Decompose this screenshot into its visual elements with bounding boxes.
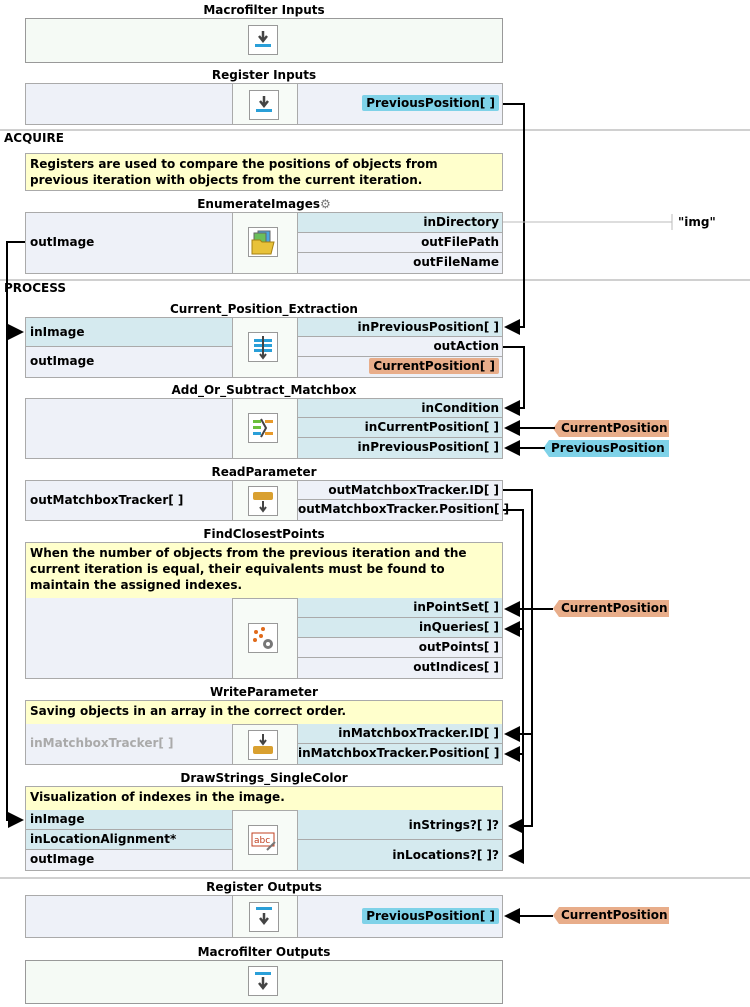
image-folder-icon	[248, 227, 278, 257]
wire-out-image	[6, 241, 25, 340]
port-inMatchboxTracker-ID[interactable]: inMatchboxTracker.ID[ ]	[297, 724, 503, 744]
port-outMatchboxTracker-ID[interactable]: outMatchboxTracker.ID[ ]	[297, 480, 503, 500]
download-arrow-icon	[248, 25, 278, 55]
comment-registers: Registers are used to compare the positi…	[25, 153, 503, 191]
read-parameter-title: ReadParameter	[211, 465, 317, 479]
port-inCurrentPosition[interactable]: inCurrentPosition[ ]	[297, 418, 503, 438]
port-inCondition[interactable]: inCondition	[297, 398, 503, 418]
port-inMatchboxTracker[interactable]: inMatchboxTracker[ ]	[25, 724, 233, 765]
previous-position-register[interactable]: PreviousPosition[ ]	[362, 908, 499, 924]
write-parameter-title: WriteParameter	[210, 685, 318, 699]
port-inMatchboxTracker-Position[interactable]: inMatchboxTracker.Position[ ]	[297, 744, 503, 765]
draw-strings-title: DrawStrings_SingleColor	[180, 771, 348, 785]
comment-write-parameter: Saving objects in an array in the correc…	[25, 700, 503, 725]
port-outImage[interactable]: outImage	[25, 347, 233, 378]
port-outImage[interactable]: outImage	[25, 212, 233, 274]
register-inputs-port-cell[interactable]: PreviousPosition[ ]	[297, 83, 503, 125]
write-parameter-icon	[248, 730, 278, 760]
macrofilter-step-icon	[248, 332, 278, 362]
register-inputs-title: Register Inputs	[211, 68, 317, 82]
port-outPoints[interactable]: outPoints[ ]	[297, 638, 503, 658]
section-process: PROCESS	[4, 281, 66, 295]
port-outFilePath[interactable]: outFilePath	[297, 233, 503, 253]
port-outIndices[interactable]: outIndices[ ]	[297, 658, 503, 679]
previous-position-register[interactable]: PreviousPosition[ ]	[362, 95, 499, 111]
wire-out-image-2	[6, 332, 24, 828]
read-parameter-icon	[248, 486, 278, 516]
macrofilter-inputs-title: Macrofilter Inputs	[203, 3, 325, 17]
wire-id	[503, 489, 533, 834]
output-arrow-icon	[248, 966, 278, 996]
points-gear-icon	[248, 623, 278, 653]
previous-position-source[interactable]: PreviousPosition	[543, 440, 669, 457]
register-outputs-title: Register Outputs	[206, 880, 322, 894]
current-position-source[interactable]: CurrentPosition	[553, 420, 669, 437]
add-or-subtract-title: Add_Or_Subtract_Matchbox	[171, 383, 357, 397]
left-cell	[25, 895, 233, 938]
port-CurrentPosition[interactable]: CurrentPosition[ ]	[297, 357, 503, 378]
port-inLocationAlignment[interactable]: inLocationAlignment*	[25, 830, 233, 850]
port-inPointSet[interactable]: inPointSet[ ]	[297, 598, 503, 618]
macrofilter-outputs-title: Macrofilter Outputs	[197, 945, 331, 959]
register-output-icon	[249, 902, 279, 932]
left-cell	[25, 598, 233, 679]
wire-previous-position	[503, 103, 525, 335]
enumerate-images-name: EnumerateImages	[197, 197, 320, 211]
port-outImage[interactable]: outImage	[25, 850, 233, 871]
section-divider	[0, 129, 750, 131]
section-divider	[0, 279, 750, 281]
port-inStrings[interactable]: inStrings?[ ]?	[297, 810, 503, 840]
current-position-source[interactable]: CurrentPosition	[553, 907, 669, 924]
port-inPreviousPosition[interactable]: inPreviousPosition[ ]	[297, 317, 503, 337]
port-inImage[interactable]: inImage	[25, 810, 233, 830]
svg-text:abc: abc	[254, 836, 270, 846]
inDirectory-value[interactable]: "img"	[678, 215, 716, 229]
find-closest-points-title: FindClosestPoints	[203, 527, 325, 541]
port-outMatchboxTracker-Position[interactable]: outMatchboxTracker.Position[ ]	[297, 500, 509, 521]
left-cell	[25, 398, 233, 459]
current-position-register[interactable]: CurrentPosition[ ]	[369, 358, 499, 374]
gear-icon[interactable]: ⚙	[320, 197, 331, 211]
current-position-source[interactable]: CurrentPosition	[553, 600, 669, 617]
port-inDirectory[interactable]: inDirectory	[297, 212, 503, 233]
port-outAction[interactable]: outAction	[297, 337, 503, 357]
current-position-extraction-title: Current_Position_Extraction	[170, 302, 358, 316]
register-outputs-port-cell[interactable]: PreviousPosition[ ]	[297, 895, 503, 938]
condition-switch-icon	[248, 413, 278, 443]
port-inImage[interactable]: inImage	[25, 317, 233, 347]
register-input-icon	[249, 90, 279, 120]
port-outMatchboxTracker[interactable]: outMatchboxTracker[ ]	[25, 480, 233, 521]
draw-text-icon: abc	[248, 825, 278, 855]
port-inPreviousPosition[interactable]: inPreviousPosition[ ]	[297, 438, 503, 459]
port-inQueries[interactable]: inQueries[ ]	[297, 618, 503, 638]
wire-out-action	[503, 346, 525, 416]
enumerate-images-title: EnumerateImages⚙	[25, 197, 503, 211]
section-divider	[0, 877, 750, 879]
port-inLocations[interactable]: inLocations?[ ]?	[297, 840, 503, 871]
wire-position	[503, 509, 524, 864]
register-inputs-left	[25, 83, 233, 125]
wire-in-directory	[503, 214, 673, 230]
port-outFileName[interactable]: outFileName	[297, 253, 503, 274]
section-acquire: ACQUIRE	[4, 131, 64, 145]
comment-find-closest: When the number of objects from the prev…	[25, 542, 503, 599]
